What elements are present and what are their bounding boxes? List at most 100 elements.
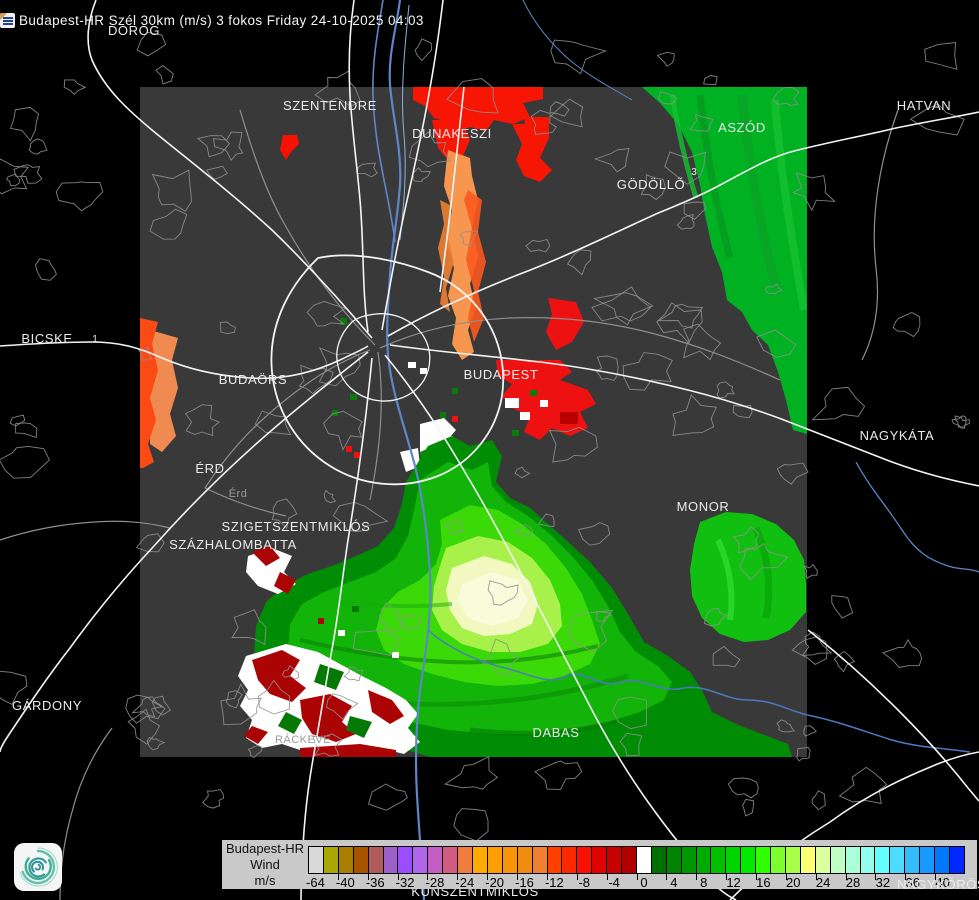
settlement-outline xyxy=(776,719,795,733)
settlement-outline xyxy=(282,664,300,680)
legend-cell xyxy=(844,847,860,873)
settlement-outline xyxy=(343,666,364,682)
legend-tick xyxy=(546,874,548,880)
settlement-outline xyxy=(595,610,612,623)
legend-source: Budapest-HR xyxy=(225,841,305,856)
legend-cell xyxy=(427,847,443,873)
settlement-outline xyxy=(548,426,598,463)
legend-tick-label: -28 xyxy=(425,875,445,890)
city-label: SZÁZHALOMBATTA xyxy=(169,537,297,552)
settlement-outline xyxy=(0,158,30,195)
legend-tick-label: 40 xyxy=(935,875,950,890)
settlement-outline xyxy=(776,462,809,485)
settlement-outline xyxy=(28,138,48,155)
legend-cell xyxy=(814,847,830,873)
settlement-outline xyxy=(811,790,826,811)
legend-cell xyxy=(531,847,547,873)
legend-cell xyxy=(606,847,622,873)
settlement-outline xyxy=(125,694,166,724)
legend-cell xyxy=(710,847,726,873)
legend-tick-label: 24 xyxy=(815,875,831,890)
settlement-outline xyxy=(550,39,607,75)
legend-cell xyxy=(576,847,592,873)
settlement-outline xyxy=(205,165,228,180)
legend-cell xyxy=(859,847,875,873)
legend-tick xyxy=(606,874,608,880)
legend-tick-label: -8 xyxy=(578,875,591,890)
settlement-outline xyxy=(703,75,718,86)
legend-cell xyxy=(904,847,920,873)
settlement-outlines xyxy=(0,31,970,842)
legend-tick-label: -36 xyxy=(365,875,385,890)
legend-tick xyxy=(397,874,399,880)
settlement-outline xyxy=(149,208,188,240)
legend-cell xyxy=(740,847,756,873)
city-label: BUDAPEST xyxy=(464,367,539,382)
legend-cell xyxy=(934,847,949,873)
settlement-outline xyxy=(656,302,703,344)
legend-tick-label: 28 xyxy=(845,875,861,890)
legend-tick xyxy=(696,874,698,880)
legend-cell xyxy=(501,847,517,873)
weather-service-spiral-logo[interactable] xyxy=(14,843,62,891)
settlement-outline xyxy=(792,172,836,212)
legend-tick xyxy=(367,874,369,880)
title-bar: Budapest-HR Szél 30km (m/s) 3 fokos Frid… xyxy=(0,11,424,29)
city-label: ÉRD xyxy=(195,461,224,476)
settlement-outline xyxy=(298,364,334,395)
legend-tick-label: 12 xyxy=(726,875,741,890)
legend-cell xyxy=(352,847,368,873)
legend-tick-label: -40 xyxy=(335,875,355,890)
settlement-outline xyxy=(137,346,153,361)
legend-tick-label: 0 xyxy=(640,875,648,890)
legend-tick xyxy=(755,874,757,880)
settlement-outline xyxy=(802,563,818,579)
settlement-outline xyxy=(401,614,423,631)
settlement-outline xyxy=(446,78,499,114)
legend-cell xyxy=(829,847,845,873)
settlement-outline xyxy=(445,519,465,535)
settlement-outline xyxy=(378,602,406,632)
minor-label: RÁCKEVE xyxy=(275,733,331,746)
settlement-outline xyxy=(323,489,337,504)
settlement-outline xyxy=(909,103,965,136)
settlement-outline xyxy=(155,65,174,85)
settlement-outline xyxy=(716,381,736,399)
settlement-outline xyxy=(764,283,783,295)
legend-cell xyxy=(621,847,636,873)
settlement-outline xyxy=(0,670,28,706)
legend-cell xyxy=(799,847,815,873)
legend-cell xyxy=(635,847,651,873)
settlement-outline xyxy=(732,404,753,419)
legend-tick xyxy=(487,874,489,880)
settlement-outline xyxy=(55,181,104,212)
legend-tick xyxy=(845,874,847,880)
settlement-outline xyxy=(487,580,519,606)
settlement-outline xyxy=(892,311,921,338)
settlement-outline xyxy=(231,609,267,646)
legend-tick xyxy=(815,874,817,880)
settlement-outline xyxy=(882,639,923,668)
legend-tick xyxy=(576,874,578,880)
legend-tick xyxy=(905,874,907,880)
legend-cell xyxy=(397,847,413,873)
settlement-outline xyxy=(481,638,519,676)
city-label: ASZÓD xyxy=(718,120,766,135)
settlement-outline xyxy=(146,736,166,751)
city-label: GÁRDONY xyxy=(12,698,82,713)
legend-tick-label: 8 xyxy=(700,875,708,890)
legend-cell xyxy=(516,847,532,873)
settlement-outline xyxy=(514,466,531,479)
settlement-outline xyxy=(796,746,811,762)
settlement-outline xyxy=(151,169,192,212)
settlement-outline xyxy=(591,286,652,322)
settlement-outline xyxy=(619,732,643,757)
settlement-outline xyxy=(577,522,611,546)
settlement-outline xyxy=(951,416,970,429)
settlement-outline xyxy=(312,733,343,757)
legend-tick-label: 32 xyxy=(875,875,891,890)
settlement-outline xyxy=(703,608,728,627)
settlement-outline xyxy=(838,766,888,804)
